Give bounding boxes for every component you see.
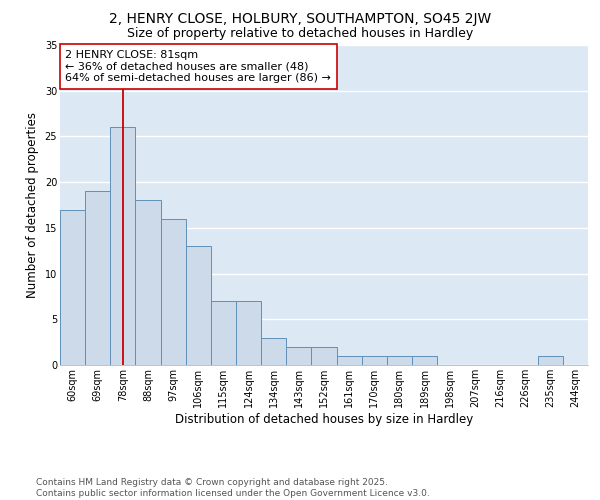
Text: Contains HM Land Registry data © Crown copyright and database right 2025.
Contai: Contains HM Land Registry data © Crown c… bbox=[36, 478, 430, 498]
Bar bbox=[85, 192, 110, 365]
Text: 2 HENRY CLOSE: 81sqm
← 36% of detached houses are smaller (48)
64% of semi-detac: 2 HENRY CLOSE: 81sqm ← 36% of detached h… bbox=[65, 50, 331, 83]
Text: Size of property relative to detached houses in Hardley: Size of property relative to detached ho… bbox=[127, 28, 473, 40]
Bar bbox=[362, 356, 387, 365]
Bar bbox=[538, 356, 563, 365]
Bar bbox=[311, 346, 337, 365]
Bar bbox=[211, 301, 236, 365]
X-axis label: Distribution of detached houses by size in Hardley: Distribution of detached houses by size … bbox=[175, 412, 473, 426]
Bar bbox=[161, 218, 186, 365]
Bar bbox=[387, 356, 412, 365]
Bar bbox=[136, 200, 161, 365]
Bar bbox=[261, 338, 286, 365]
Bar bbox=[60, 210, 85, 365]
Bar bbox=[110, 128, 136, 365]
Y-axis label: Number of detached properties: Number of detached properties bbox=[26, 112, 39, 298]
Bar bbox=[337, 356, 362, 365]
Bar bbox=[412, 356, 437, 365]
Text: 2, HENRY CLOSE, HOLBURY, SOUTHAMPTON, SO45 2JW: 2, HENRY CLOSE, HOLBURY, SOUTHAMPTON, SO… bbox=[109, 12, 491, 26]
Bar bbox=[236, 301, 261, 365]
Bar bbox=[286, 346, 311, 365]
Bar bbox=[186, 246, 211, 365]
